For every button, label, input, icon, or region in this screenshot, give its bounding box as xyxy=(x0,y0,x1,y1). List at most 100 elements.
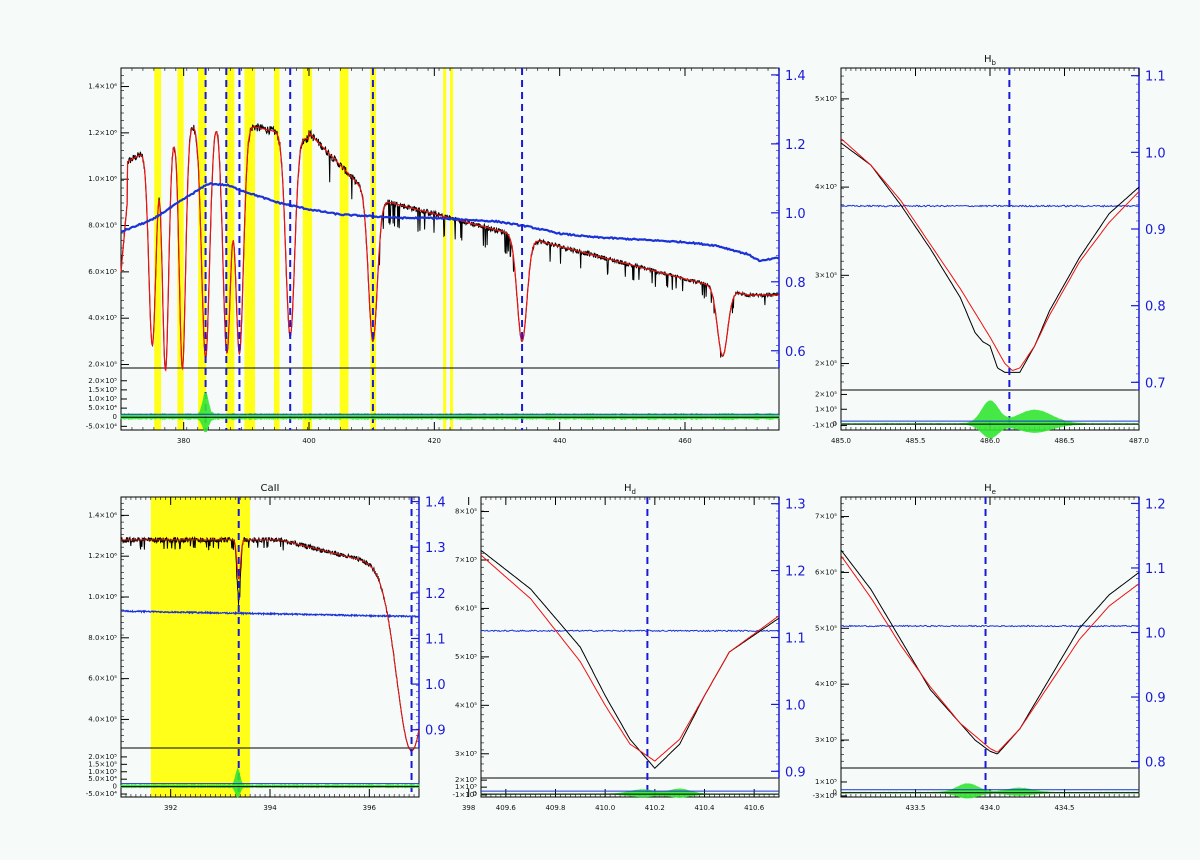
panel-title: CaII xyxy=(260,483,279,494)
y-tick-label: 5×10⁵ xyxy=(815,95,837,103)
y-tick-label: 7×10⁵ xyxy=(455,556,477,564)
resid-tick-label: 2×10⁵ xyxy=(455,776,477,784)
y-tick-label: 3×10⁵ xyxy=(455,750,477,758)
continuum-ratio xyxy=(480,629,780,633)
mask-region xyxy=(154,68,162,430)
resid-tick-label: 1×10⁵ xyxy=(815,778,837,786)
resid-tick-label: -5.0×10⁴ xyxy=(86,422,117,430)
y2-tick-label: 0.6 xyxy=(785,345,806,360)
y-tick-label: 1.4×10⁶ xyxy=(88,511,117,519)
resid-tick-label: -1×10⁵ xyxy=(812,422,837,430)
x-tick-label: 486.0 xyxy=(980,437,1000,445)
y-tick-label: 6.0×10⁵ xyxy=(88,675,117,683)
panel-caii: 4.0×10⁵ 6.0×10⁵ 8.0×10⁵ 1.0×10⁶ 1.2×10⁶ 1.4×1… xyxy=(86,483,476,812)
y2-tick-label: 1.1 xyxy=(1145,70,1166,85)
y2-tick-label: 1.3 xyxy=(785,498,806,513)
observed-spectrum xyxy=(480,549,780,770)
y-tick-label: 4.0×10⁵ xyxy=(88,715,117,723)
y-tick-label: 3×10⁵ xyxy=(815,736,837,744)
resid-tick-label: -5.0×10⁴ xyxy=(86,790,117,798)
panel-hbeta: 2×10⁵ 3×10⁵ 4×10⁵ 5×10⁵ 0.7 0.8 0.9 1.0 1.1 -1×10… xyxy=(812,54,1165,445)
continuum-ratio xyxy=(840,204,1140,208)
panel-title: He xyxy=(984,483,996,496)
y-tick-label: 6×10⁵ xyxy=(815,568,837,576)
y2-tick-label: 1.2 xyxy=(785,565,806,580)
x-tick-label: 434.0 xyxy=(980,804,1000,812)
resid-tick-label: 1×10⁵ xyxy=(455,783,477,791)
panel-hdelta: 3×10⁵ 4×10⁵ 5×10⁵ 6×10⁵ 7×10⁵ 8×10⁵ 0.9 1.0 1.1 1… xyxy=(452,483,805,812)
observed-spectrum xyxy=(840,549,1140,755)
y2-tick-label: 1.3 xyxy=(425,541,446,556)
y-tick-label: 5×10⁵ xyxy=(455,653,477,661)
y2-tick-label: 1.2 xyxy=(425,587,446,602)
y-tick-label: 8.0×10⁵ xyxy=(88,634,117,642)
plot-frame xyxy=(840,496,1140,798)
y-tick-label: 1.4×10⁶ xyxy=(88,83,117,91)
panel-full: 2.0×10⁵ 4.0×10⁵ 6.0×10⁵ 8.0×10⁵ 1.0×10⁶ 1.2×1… xyxy=(86,67,806,445)
y-tick-label: 4×10⁵ xyxy=(815,680,837,688)
mask-region xyxy=(226,68,235,430)
y2-tick-label: 1.2 xyxy=(1145,497,1166,512)
y-tick-label: 4.0×10⁵ xyxy=(88,314,117,322)
y2-tick-label: 1.2 xyxy=(785,138,806,153)
y-tick-label: 5×10⁵ xyxy=(815,624,837,632)
resid-tick-label: 1×10⁵ xyxy=(815,405,837,413)
y2-tick-label: 0.8 xyxy=(1145,300,1166,315)
residual-band xyxy=(120,767,420,798)
resid-tick-label: 2.0×10⁵ xyxy=(88,377,117,385)
y2-tick-label: 1.0 xyxy=(785,698,806,713)
y2-tick-label: 1.1 xyxy=(425,632,446,647)
y2-tick-label: 0.8 xyxy=(1145,756,1166,771)
resid-tick-label: -1×10⁵ xyxy=(452,791,477,799)
panel-title: Hd xyxy=(624,483,636,496)
y2-tick-label: 0.9 xyxy=(1145,691,1166,706)
resid-tick-label: 2.0×10⁵ xyxy=(88,753,117,761)
continuum-ratio xyxy=(840,624,1139,628)
y2-tick-label: 1.4 xyxy=(425,496,446,511)
y2-tick-label: 0.7 xyxy=(1145,376,1166,391)
x-tick-label: 409.8 xyxy=(545,804,565,812)
mask-region xyxy=(339,68,349,430)
x-tick-label: 410.4 xyxy=(694,804,715,812)
resid-tick-label: 0 xyxy=(113,783,117,791)
x-tick-label: 409.6 xyxy=(496,804,517,812)
resid-tick-label: 5.0×10⁴ xyxy=(88,404,117,412)
mask-region xyxy=(450,68,454,430)
resid-tick-label: -3×10⁵ xyxy=(812,792,837,800)
y2-tick-label: 0.9 xyxy=(425,724,446,739)
y2-tick-label: 1.0 xyxy=(425,678,446,693)
panel-title: Hb xyxy=(984,54,997,67)
y2-tick-label: 1.1 xyxy=(785,632,806,647)
y-tick-label: 1.2×10⁶ xyxy=(88,129,117,137)
y-tick-label: 4×10⁵ xyxy=(815,183,837,191)
resid-tick-label: 1.5×10⁵ xyxy=(88,760,117,768)
resid-tick-label: 0 xyxy=(113,413,117,421)
x-tick-label: 460 xyxy=(678,437,691,445)
y2-tick-label: 0.9 xyxy=(785,765,806,780)
y2-tick-label: 1.0 xyxy=(1145,146,1166,161)
y-tick-label: 1.0×10⁶ xyxy=(88,593,117,601)
x-tick-label: 410.2 xyxy=(645,804,665,812)
resid-tick-label: 0 xyxy=(473,790,477,798)
mask-region xyxy=(198,68,207,430)
plot-frame xyxy=(840,67,1140,431)
model-spectrum xyxy=(121,539,420,752)
x-tick-label: 410.0 xyxy=(595,804,615,812)
y-tick-label: 8×10⁵ xyxy=(455,508,477,516)
mask-region xyxy=(273,68,280,430)
x-tick-label: 434.5 xyxy=(1054,804,1074,812)
x-tick-label: 410.6 xyxy=(744,804,765,812)
y-tick-label: 6×10⁵ xyxy=(455,604,477,612)
mask-region xyxy=(302,68,313,430)
model-spectrum xyxy=(840,138,1140,371)
plot-frame xyxy=(480,496,780,798)
mask-region xyxy=(443,68,447,430)
residual-band xyxy=(840,400,1140,439)
observed-spectrum xyxy=(840,142,1140,373)
y-tick-label: 6.0×10⁵ xyxy=(88,268,117,276)
panel-hepsilon: 3×10⁵ 4×10⁵ 5×10⁵ 6×10⁵ 7×10⁵ 0.8 0.9 1.0 1.1 1.2… xyxy=(812,483,1165,812)
resid-tick-label: 2×10⁵ xyxy=(815,390,837,398)
y-tick-label: 8.0×10⁵ xyxy=(88,222,117,230)
x-tick-label: 486.5 xyxy=(1054,437,1074,445)
